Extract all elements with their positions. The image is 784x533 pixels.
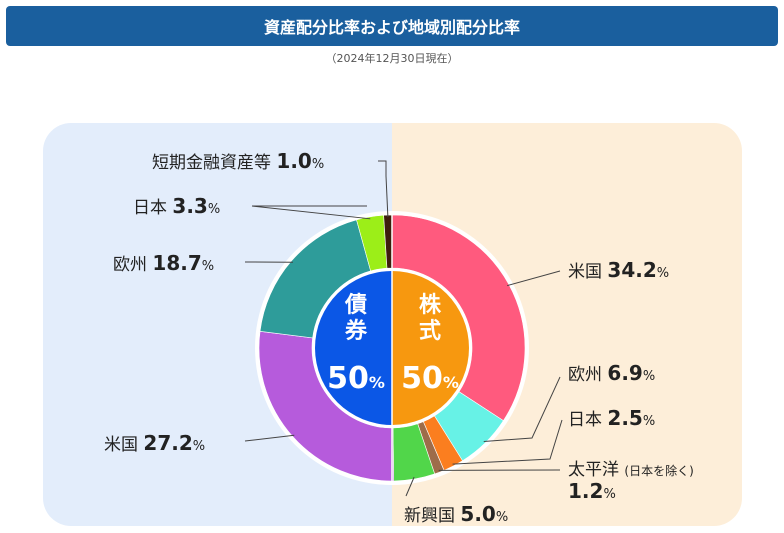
outer-label-債券-短期金融資産等: 短期金融資産等 1.0% <box>152 149 324 173</box>
leader-line-債券-短期金融資産等 <box>378 160 389 218</box>
inner-label-equities-name: 株 <box>419 293 442 318</box>
inner-label-bonds-name-2: 券 <box>344 318 368 344</box>
leader-line-株式-米国 <box>507 270 561 287</box>
inner-label-bonds-name: 債 <box>344 293 367 318</box>
outer-label-株式-米国: 米国 34.2% <box>568 258 669 282</box>
outer-label-債券-日本: 日本 3.3% <box>133 194 220 218</box>
outer-label-株式-新興国: 新興国 5.0% <box>404 502 508 526</box>
date-note: （2024年12月30日現在） <box>325 52 459 65</box>
outer-label-株式-日本: 日本 2.5% <box>568 406 655 430</box>
outer-label-債券-欧州: 欧州 18.7% <box>113 251 214 275</box>
leader-line-株式-日本 <box>452 419 563 465</box>
outer-label-株式-太平洋: 太平洋 (日本を除く) <box>568 460 694 480</box>
inner-label-equities-name-2: 式 <box>419 319 441 344</box>
inner-slice-bonds <box>315 271 392 425</box>
outer-value-株式-太平洋: 1.2% <box>568 479 616 503</box>
leader-line-株式-新興国 <box>405 476 415 497</box>
leader-line-株式-欧州 <box>483 376 561 442</box>
outer-slice-株式-米国 <box>391 214 526 422</box>
leader-line-債券-日本 <box>251 205 371 220</box>
inner-label-bonds-value: 50% <box>327 361 385 396</box>
leader-line-債券-米国 <box>244 434 295 442</box>
outer-label-債券-米国: 米国 27.2% <box>104 431 205 455</box>
outer-label-株式-欧州: 欧州 6.9% <box>568 361 655 385</box>
chart-title: 資産配分比率および地域別配分比率 <box>6 6 778 46</box>
inner-label-equities-value: 50% <box>401 361 459 396</box>
inner-slice-equities <box>392 271 469 425</box>
